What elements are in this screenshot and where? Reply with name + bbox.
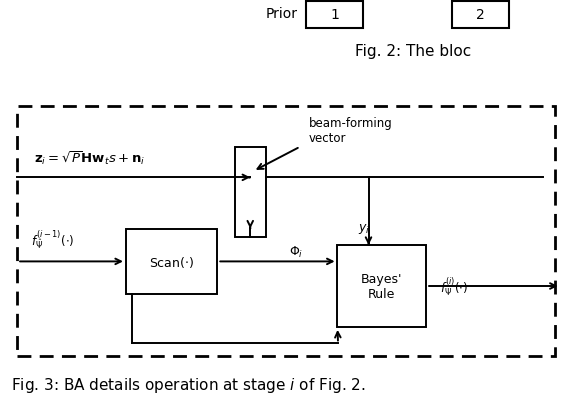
Text: Prior: Prior — [265, 7, 297, 21]
Text: $f_{\hat{\Psi}}^{(i)}(\cdot)$: $f_{\hat{\Psi}}^{(i)}(\cdot)$ — [440, 275, 468, 298]
Bar — [452, 2, 509, 29]
Text: $y_i$: $y_i$ — [358, 221, 370, 235]
Text: $\mathbf{z}_i = \sqrt{P}\mathbf{H}\mathbf{w}_t s + \mathbf{n}_i$: $\mathbf{z}_i = \sqrt{P}\mathbf{H}\mathb… — [34, 148, 146, 166]
Text: $f_{\hat{\Psi}}^{(i-1)}(\cdot)$: $f_{\hat{\Psi}}^{(i-1)}(\cdot)$ — [31, 228, 75, 251]
Bar — [17, 106, 555, 356]
Bar — [235, 147, 266, 237]
Text: Fig. 2: The bloc: Fig. 2: The bloc — [355, 44, 471, 58]
Text: $\Phi_i$: $\Phi_i$ — [289, 244, 303, 259]
Text: Scan($\cdot$): Scan($\cdot$) — [149, 254, 194, 269]
Text: 1: 1 — [330, 8, 339, 22]
Bar — [337, 245, 426, 327]
Text: Fig. 3: BA details operation at stage $i$ of Fig. 2.: Fig. 3: BA details operation at stage $i… — [11, 375, 366, 394]
Text: beam-forming
vector: beam-forming vector — [309, 117, 392, 145]
Text: 2: 2 — [476, 8, 485, 22]
Text: Bayes'
Rule: Bayes' Rule — [361, 272, 403, 300]
Bar — [126, 229, 217, 294]
Bar — [306, 2, 363, 29]
